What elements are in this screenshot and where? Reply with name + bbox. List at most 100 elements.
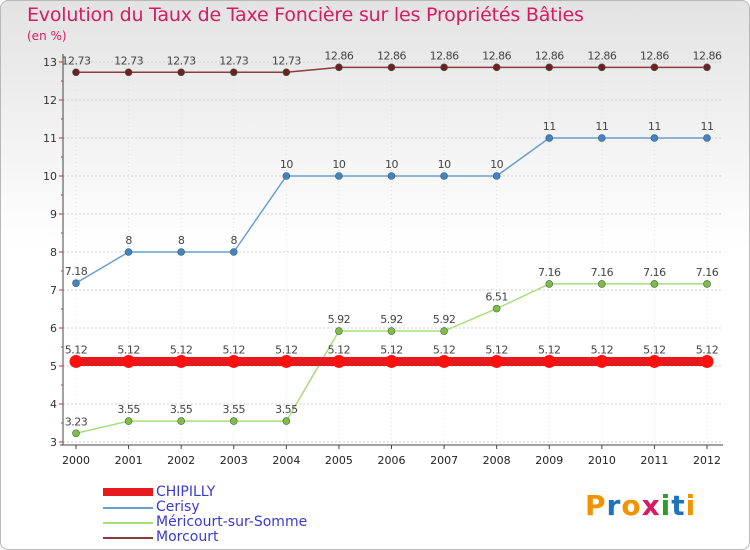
data-label: 11 — [648, 120, 661, 133]
data-point — [282, 172, 291, 180]
data-label: 5.92 — [433, 313, 456, 326]
y-tick-label: 7 — [50, 284, 57, 297]
legend-label: Méricourt-sur-Somme — [156, 514, 308, 530]
data-point — [703, 134, 711, 142]
data-point — [335, 327, 343, 335]
data-point — [122, 354, 136, 368]
data-label: 5.12 — [485, 343, 508, 356]
data-point — [703, 63, 711, 72]
y-tick-label: 11 — [43, 132, 57, 145]
data-label: 5.12 — [275, 343, 298, 356]
data-point — [279, 354, 293, 368]
legend-swatch — [103, 507, 153, 509]
data-label: 5.92 — [328, 313, 351, 326]
data-label: 12.86 — [535, 49, 564, 62]
x-tick-label: 2009 — [535, 454, 563, 467]
x-tick-label: 2004 — [272, 454, 300, 467]
logo-letter: i — [660, 489, 672, 522]
data-label: 11 — [543, 120, 556, 133]
x-tick-label: 2005 — [325, 454, 353, 467]
unit-label: (en %) — [27, 29, 67, 43]
data-point — [542, 354, 556, 368]
data-point — [124, 248, 133, 256]
data-label: 5.12 — [223, 343, 246, 356]
y-tick-label: 13 — [43, 56, 57, 69]
data-point — [387, 63, 396, 72]
data-label: 10 — [280, 158, 293, 171]
data-point — [335, 63, 343, 72]
data-point — [335, 172, 343, 180]
logo-letter: P — [585, 489, 607, 522]
legend-label: Cerisy — [156, 499, 200, 515]
y-tick-label: 8 — [50, 246, 57, 259]
data-point — [72, 68, 80, 77]
logo-letter: t — [671, 489, 686, 522]
data-label: 7.16 — [643, 266, 666, 279]
data-point — [385, 354, 398, 368]
data-point — [490, 354, 504, 368]
data-label: 12.86 — [324, 49, 353, 62]
y-tick-label: 3 — [50, 436, 57, 449]
legend-swatch — [103, 522, 153, 524]
data-label: 12.86 — [430, 49, 459, 62]
data-point — [124, 417, 133, 425]
data-label: 7.16 — [696, 266, 719, 279]
data-point — [545, 63, 554, 72]
data-label: 3.23 — [65, 415, 88, 428]
data-label: 10 — [490, 158, 503, 171]
data-label: 12.86 — [482, 49, 511, 62]
logo-letter: x — [641, 489, 661, 522]
data-label: 12.86 — [587, 49, 616, 62]
data-label: 10 — [438, 158, 451, 171]
x-tick-label: 2001 — [115, 454, 143, 467]
x-tick-label: 2012 — [693, 454, 721, 467]
data-point — [72, 279, 80, 287]
y-tick-label: 5 — [50, 360, 57, 373]
proxiti-logo: Proxiti — [585, 489, 696, 522]
logo-letter: r — [606, 489, 622, 522]
y-tick-label: 12 — [43, 94, 57, 107]
x-tick-label: 2008 — [483, 454, 511, 467]
data-point — [387, 172, 396, 180]
y-tick-label: 10 — [43, 170, 57, 183]
data-point — [700, 354, 714, 368]
data-point — [174, 354, 188, 368]
data-label: 5.12 — [538, 343, 561, 356]
data-point — [598, 63, 606, 72]
data-label: 5.12 — [433, 343, 456, 356]
data-point — [545, 280, 554, 288]
data-label: 12.86 — [377, 49, 406, 62]
data-point — [282, 417, 291, 425]
data-point — [72, 429, 80, 438]
data-label: 10 — [332, 158, 345, 171]
legend-label: CHIPILLY — [156, 484, 216, 500]
data-point — [177, 68, 185, 77]
data-label: 3.55 — [170, 403, 193, 416]
data-point — [177, 248, 185, 256]
data-point — [177, 417, 185, 425]
x-tick-label: 2000 — [62, 454, 90, 467]
data-label: 11 — [595, 120, 608, 133]
chart-title: Evolution du Taux de Taxe Foncière sur l… — [27, 4, 584, 26]
data-point — [598, 134, 606, 142]
data-point — [650, 280, 659, 288]
data-label: 12.73 — [219, 54, 248, 67]
data-point — [440, 327, 448, 335]
data-label: 5.12 — [65, 343, 88, 356]
data-label: 3.55 — [223, 403, 246, 416]
logo-letter: i — [685, 489, 697, 522]
data-point — [437, 354, 451, 368]
data-label: 5.12 — [328, 343, 351, 356]
data-label: 12.73 — [114, 54, 143, 67]
data-point — [492, 63, 501, 72]
data-label: 12.86 — [640, 49, 669, 62]
data-point — [492, 304, 501, 313]
data-label: 8 — [125, 234, 132, 247]
data-point — [598, 280, 606, 288]
data-label: 3.55 — [275, 403, 298, 416]
legend-swatch — [103, 537, 153, 539]
data-point — [229, 248, 238, 256]
legend-swatch — [103, 488, 153, 496]
